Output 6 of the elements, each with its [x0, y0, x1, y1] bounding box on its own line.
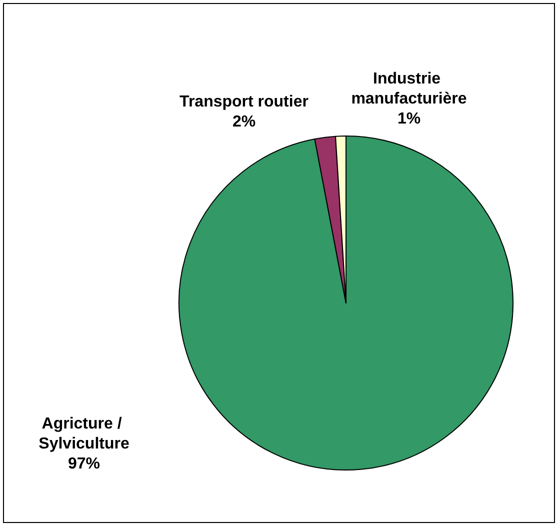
data-label: 2%: [232, 114, 256, 130]
slice-label: Industrie manufacturière: [351, 70, 467, 108]
data-label: 97%: [68, 456, 100, 472]
slice-label: Transport routier: [180, 94, 308, 110]
slice-label: Agricture / Sylviculture: [38, 416, 130, 452]
data-label: 1%: [397, 110, 421, 128]
